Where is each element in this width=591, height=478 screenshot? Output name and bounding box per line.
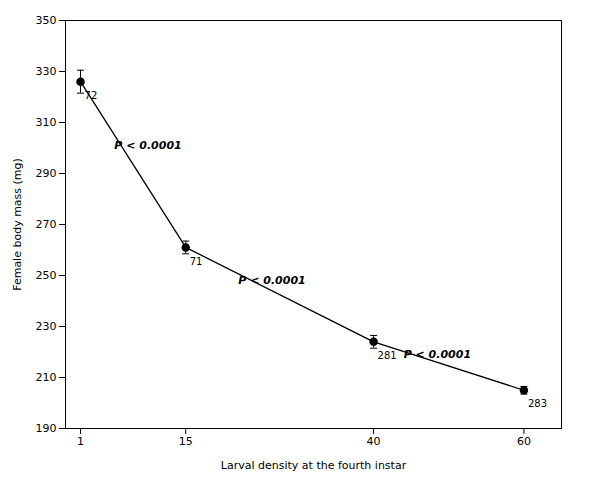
svg-text:Larval density at the fourth i: Larval density at the fourth instar xyxy=(221,459,407,472)
svg-text:P < 0.0001: P < 0.0001 xyxy=(114,139,181,152)
svg-text:71: 71 xyxy=(190,256,203,267)
svg-text:15: 15 xyxy=(179,435,193,448)
svg-text:72: 72 xyxy=(85,90,98,101)
svg-text:350: 350 xyxy=(36,14,57,27)
svg-text:281: 281 xyxy=(378,350,397,361)
svg-text:283: 283 xyxy=(528,398,547,409)
svg-text:1: 1 xyxy=(77,435,84,448)
svg-text:210: 210 xyxy=(36,371,57,384)
svg-text:60: 60 xyxy=(517,435,531,448)
svg-text:Female body mass (mg): Female body mass (mg) xyxy=(11,158,24,291)
svg-text:230: 230 xyxy=(36,320,57,333)
svg-text:P < 0.0001: P < 0.0001 xyxy=(238,274,305,287)
svg-text:250: 250 xyxy=(36,269,57,282)
svg-text:40: 40 xyxy=(367,435,381,448)
svg-text:330: 330 xyxy=(36,65,57,78)
svg-text:310: 310 xyxy=(36,116,57,129)
svg-text:P < 0.0001: P < 0.0001 xyxy=(404,348,471,361)
svg-text:290: 290 xyxy=(36,167,57,180)
svg-text:190: 190 xyxy=(36,422,57,435)
svg-text:270: 270 xyxy=(36,218,57,231)
